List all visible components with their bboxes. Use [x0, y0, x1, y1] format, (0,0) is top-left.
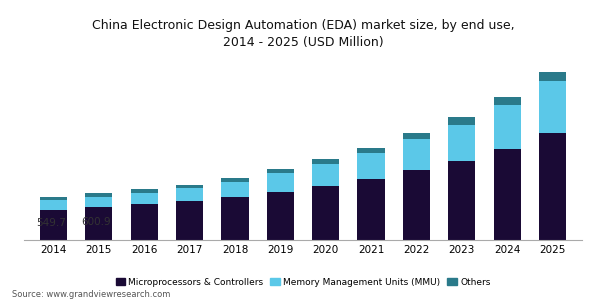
Bar	[403, 170, 430, 240]
Bar	[539, 72, 566, 81]
Text: 600.9: 600.9	[82, 217, 111, 227]
Bar	[176, 188, 203, 201]
Bar	[131, 204, 158, 240]
Bar	[312, 159, 339, 164]
Legend: Microprocessors & Controllers, Memory Management Units (MMU), Others: Microprocessors & Controllers, Memory Ma…	[112, 274, 494, 290]
Bar	[176, 201, 203, 240]
Bar	[358, 153, 385, 179]
Bar	[358, 148, 385, 153]
Bar	[403, 133, 430, 139]
Bar	[494, 148, 521, 240]
Bar	[40, 197, 67, 200]
Text: Source: www.grandviewresearch.com: Source: www.grandviewresearch.com	[12, 290, 170, 299]
Bar	[267, 169, 294, 173]
Bar	[85, 194, 112, 196]
Bar	[40, 210, 67, 240]
Bar	[85, 207, 112, 240]
Bar	[221, 178, 248, 182]
Bar	[448, 124, 475, 161]
Bar	[448, 161, 475, 240]
Bar	[131, 193, 158, 204]
Bar	[494, 97, 521, 105]
Bar	[40, 200, 67, 210]
Bar	[221, 197, 248, 240]
Bar	[448, 117, 475, 124]
Bar	[312, 186, 339, 240]
Bar	[539, 133, 566, 240]
Bar	[358, 179, 385, 240]
Bar	[403, 139, 430, 170]
Text: 549.7: 549.7	[36, 218, 66, 228]
Bar	[176, 185, 203, 188]
Bar	[221, 182, 248, 197]
Title: China Electronic Design Automation (EDA) market size, by end use,
2014 - 2025 (U: China Electronic Design Automation (EDA)…	[92, 19, 514, 49]
Bar	[85, 196, 112, 207]
Bar	[494, 105, 521, 148]
Bar	[312, 164, 339, 186]
Bar	[131, 189, 158, 193]
Bar	[267, 192, 294, 240]
Bar	[539, 81, 566, 133]
Bar	[267, 173, 294, 192]
